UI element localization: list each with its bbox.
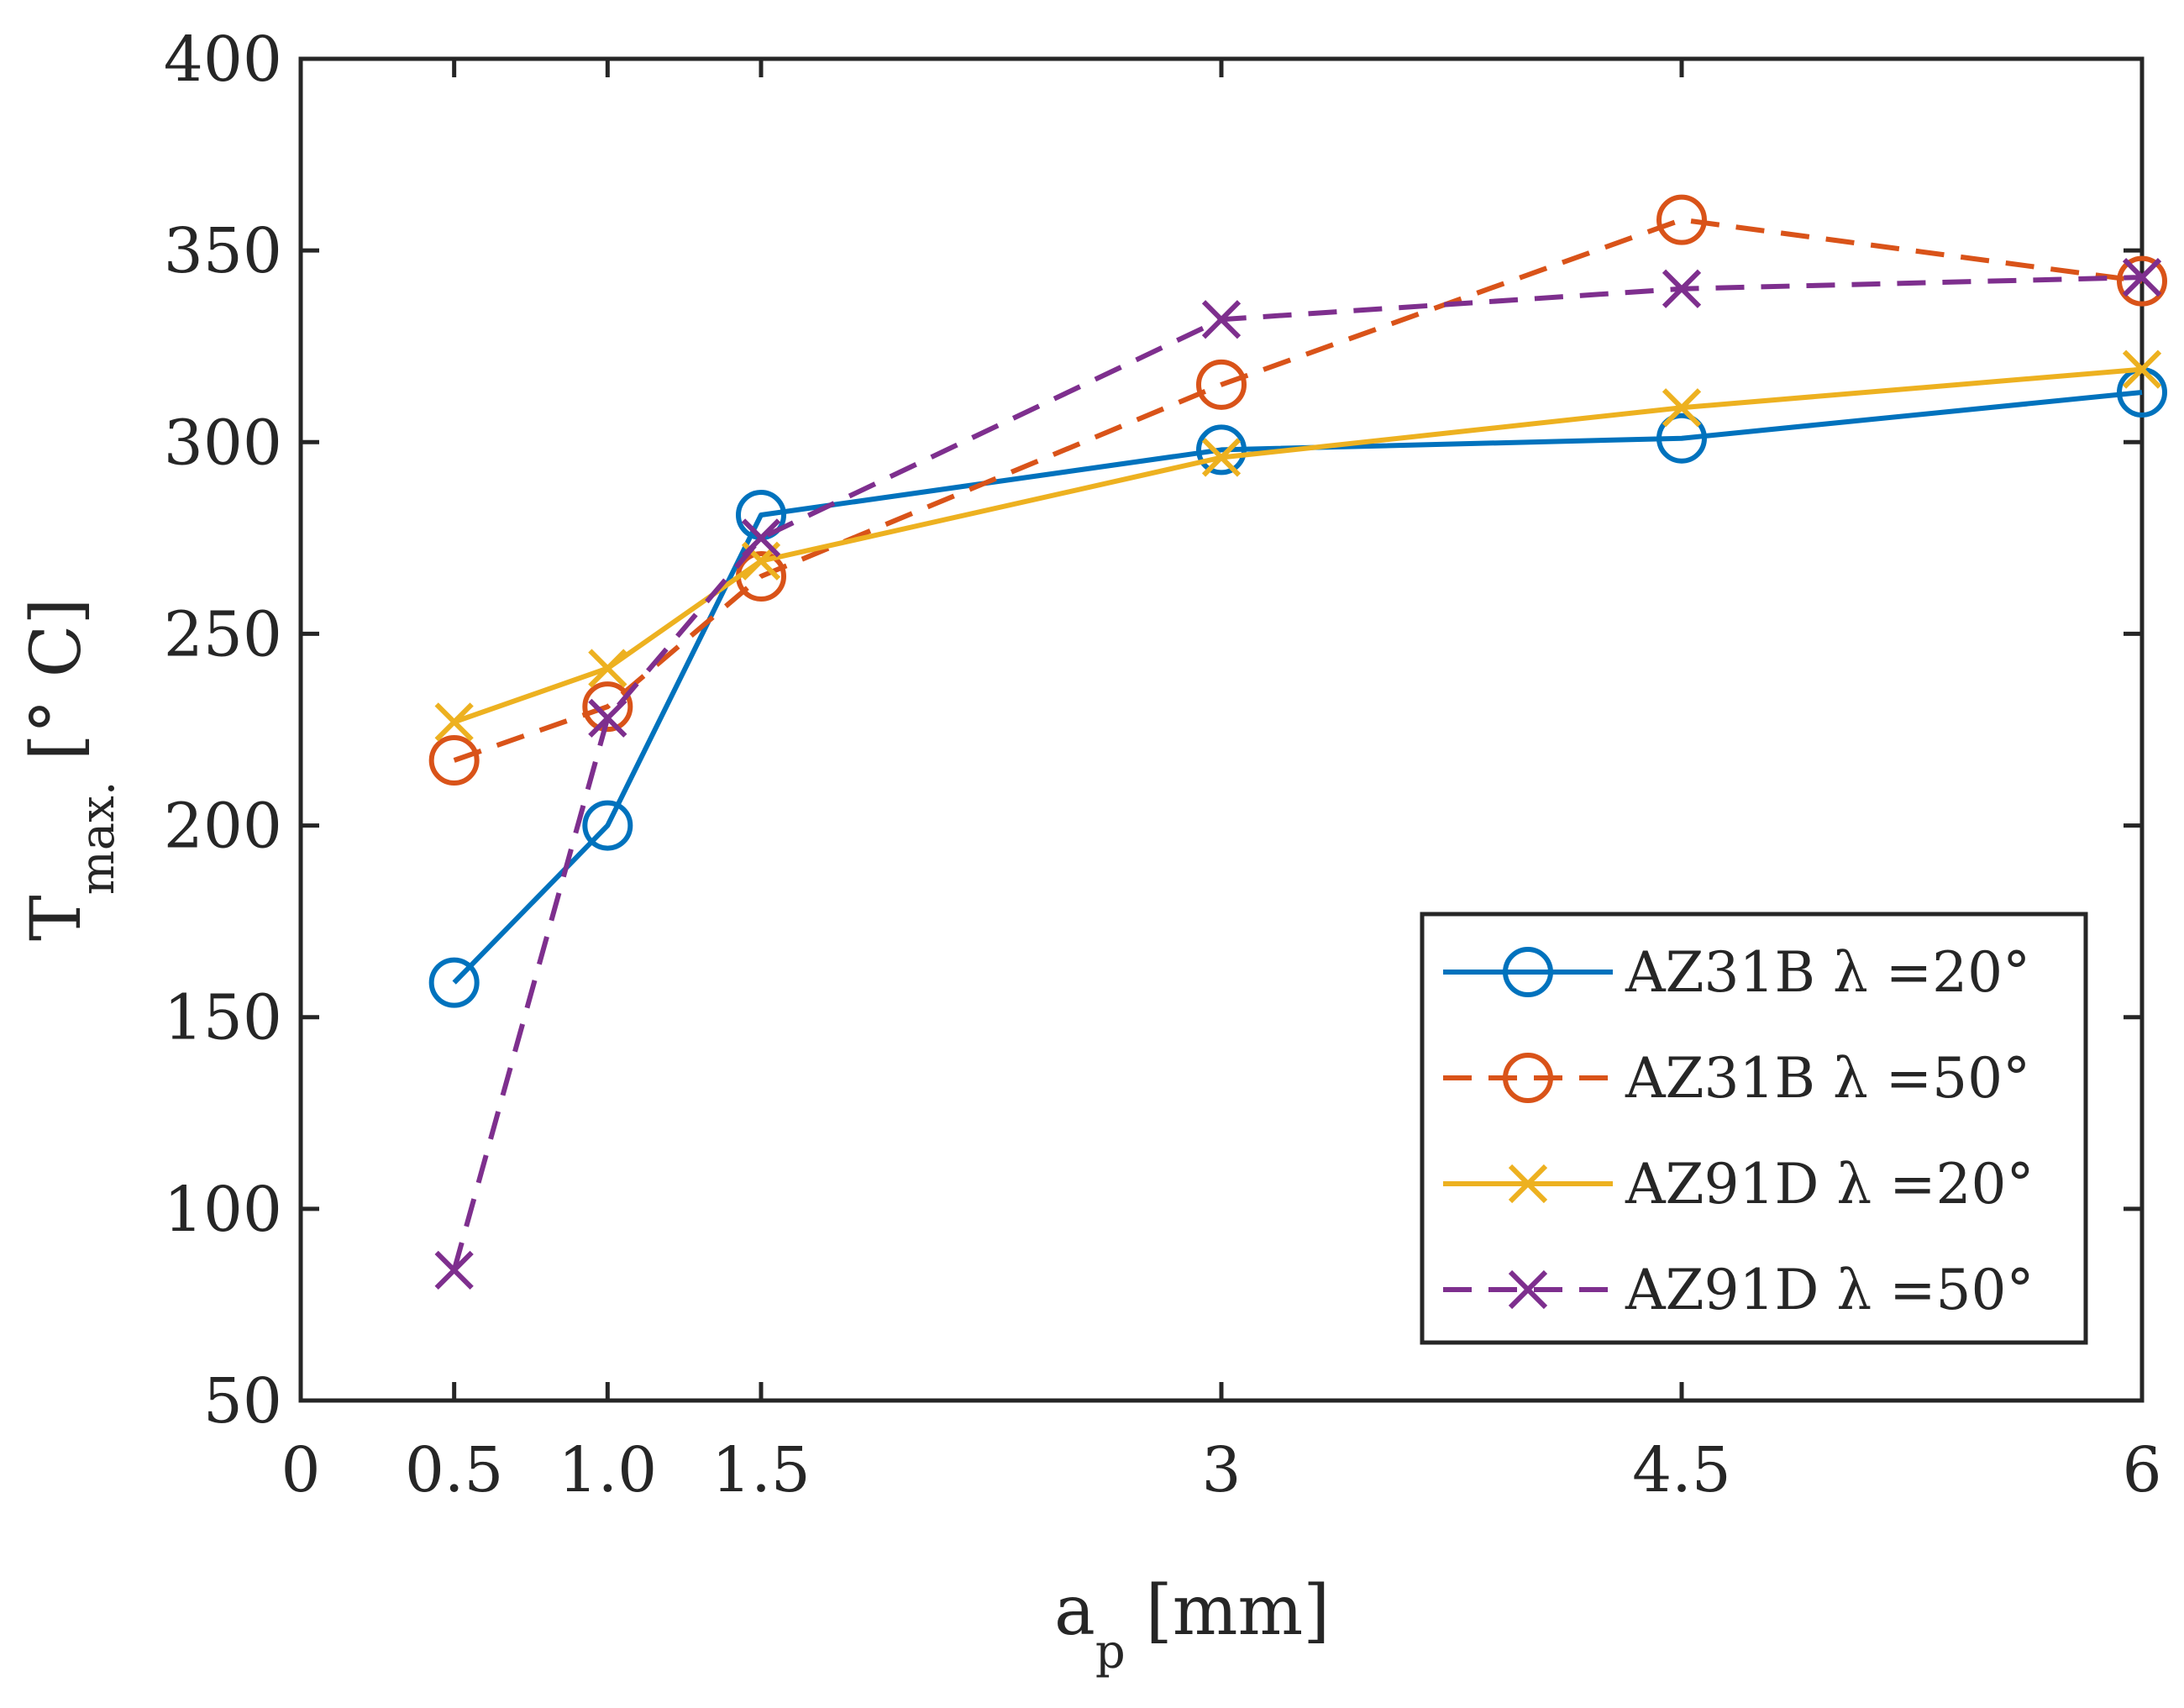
svg-text:ap[mm]: ap [mm] [1054, 1571, 1330, 1679]
data-point [1656, 413, 1707, 464]
data-point [741, 518, 781, 558]
y-axis: 50 100 150 200 250 300 350 400 [164, 24, 2142, 1437]
x-tick-label: 6 [2122, 1434, 2161, 1506]
y-tick-label: 400 [164, 24, 282, 96]
data-point [2122, 257, 2162, 297]
x-axis-title: ap [mm] [1054, 1571, 1330, 1679]
legend-entry: AZ31B λ =20° [1443, 940, 2030, 1005]
data-point [588, 698, 627, 738]
legend-label: AZ91D λ =20° [1625, 1152, 2034, 1217]
legend-marker [1508, 1269, 1548, 1310]
legend-box [1420, 912, 2088, 1345]
y-axis-title: Tmax. [° C] [17, 598, 125, 941]
legend-marker [1508, 1164, 1548, 1204]
y-axis-title-sub: max. [71, 780, 125, 895]
data-point [1656, 194, 1707, 245]
y-tick-label: 50 [203, 1365, 282, 1437]
y-axis-title-main: T [17, 895, 97, 941]
x-tick-label: 4.5 [1632, 1434, 1731, 1506]
data-point [2117, 255, 2167, 307]
series-3 [434, 349, 2162, 742]
data-point [434, 1250, 474, 1290]
svg-text:Tmax.[° C]: Tmax. [° C] [17, 598, 125, 941]
data-point [588, 649, 627, 688]
x-tick-label: 1.5 [711, 1434, 811, 1506]
series-layer [428, 194, 2167, 1290]
y-tick-label: 150 [164, 982, 282, 1054]
series-4 [434, 257, 2162, 1290]
x-tick-label: 0.5 [405, 1434, 504, 1506]
x-axis-title-unit: [mm] [1146, 1571, 1331, 1651]
data-point [434, 702, 474, 742]
legend: AZ31B λ =20° AZ31B λ =50° AZ91D λ =20° AZ91… [1420, 912, 2088, 1345]
y-tick-label: 350 [164, 215, 282, 287]
data-point [582, 681, 633, 733]
legend-marker [1503, 947, 1553, 997]
legend-entry: AZ91D λ =50° [1443, 1258, 2034, 1322]
series-line [451, 275, 2143, 1271]
data-point [1662, 388, 1702, 428]
legend-entry: AZ91D λ =20° [1443, 1152, 2034, 1217]
data-point [582, 800, 633, 851]
x-axis-title-sub: p [1095, 1625, 1126, 1679]
legend-label: AZ31B λ =50° [1625, 1046, 2030, 1111]
y-axis-title-unit: [° C] [17, 598, 97, 761]
y-tick-label: 200 [164, 791, 282, 863]
x-tick-label: 3 [1201, 1434, 1241, 1506]
data-point [428, 735, 480, 786]
legend-label: AZ91D λ =50° [1625, 1258, 2034, 1322]
legend-entry: AZ31B λ =50° [1443, 1046, 2030, 1111]
data-point [1662, 269, 1702, 308]
data-point [1201, 438, 1242, 477]
x-tick-label: 0 [281, 1434, 320, 1506]
data-point [2122, 349, 2162, 389]
legend-marker [1503, 1053, 1553, 1103]
x-axis-title-main: a [1054, 1571, 1095, 1651]
data-point [1201, 300, 1242, 339]
series-line [453, 217, 2143, 763]
x-tick-label: 1.0 [558, 1434, 657, 1506]
x-axis: 0 0.5 1.0 1.5 3 4.5 6 [281, 59, 2162, 1506]
legend-label: AZ31B λ =20° [1625, 940, 2030, 1005]
data-point [428, 957, 480, 1008]
y-tick-label: 250 [164, 598, 282, 670]
data-point [1196, 359, 1247, 410]
y-tick-label: 100 [164, 1174, 282, 1246]
y-tick-label: 300 [164, 407, 282, 479]
series-line [453, 366, 2143, 725]
data-point [1196, 424, 1247, 476]
